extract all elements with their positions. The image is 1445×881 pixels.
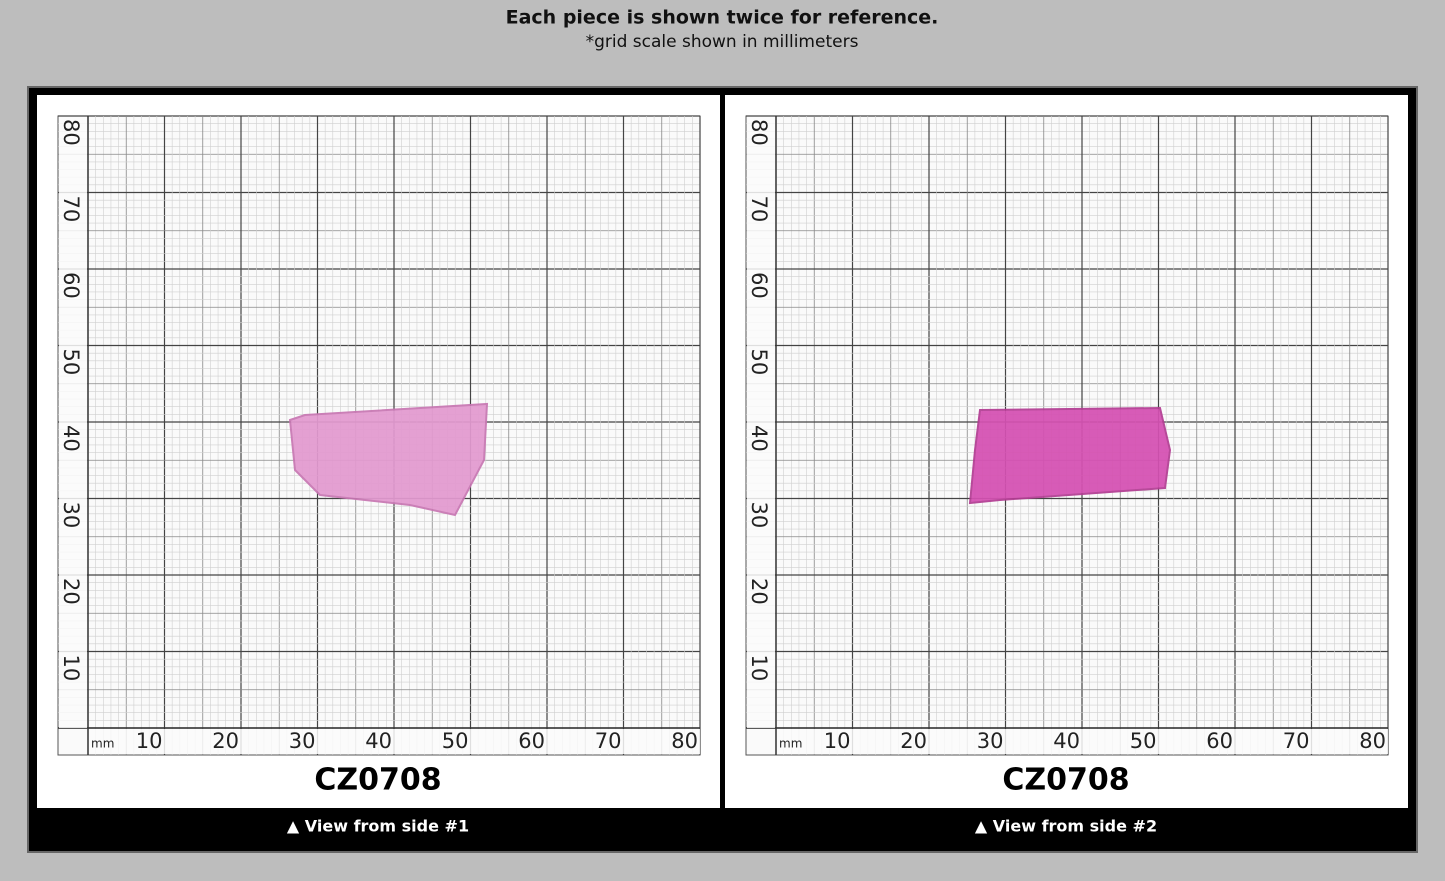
x-label: 30 (289, 729, 316, 753)
product-code: CZ0708 (314, 763, 441, 798)
caption: ▲ View from side #2 (975, 817, 1157, 836)
x-label: 40 (1053, 729, 1080, 753)
x-label: 50 (442, 729, 469, 753)
x-label: 10 (824, 729, 851, 753)
x-label: 80 (1359, 729, 1386, 753)
x-label: 20 (212, 729, 239, 753)
y-label: 20 (747, 578, 771, 605)
x-label: 60 (518, 729, 545, 753)
x-label: 20 (900, 729, 927, 753)
product-code: CZ0708 (1002, 763, 1129, 798)
unit-label: mm (779, 737, 802, 751)
y-label: 50 (747, 349, 771, 376)
y-label: 70 (747, 196, 771, 223)
title: Each piece is shown twice for reference. (506, 7, 939, 29)
label-mask (89, 729, 700, 754)
x-label: 40 (365, 729, 392, 753)
x-label: 70 (595, 729, 622, 753)
y-label: 40 (59, 425, 83, 452)
y-label: 10 (747, 655, 771, 682)
label-mask (747, 117, 775, 728)
gemstone (968, 406, 1172, 505)
y-label: 50 (59, 349, 83, 376)
y-label: 80 (59, 119, 83, 146)
y-label: 20 (59, 578, 83, 605)
y-label: 30 (747, 502, 771, 529)
x-label: 60 (1206, 729, 1233, 753)
x-label: 50 (1130, 729, 1157, 753)
x-label: 30 (977, 729, 1004, 753)
x-label: 80 (671, 729, 698, 753)
x-label: 10 (136, 729, 163, 753)
unit-label: mm (91, 737, 114, 751)
y-label: 70 (59, 196, 83, 223)
y-label: 80 (747, 119, 771, 146)
y-label: 40 (747, 425, 771, 452)
y-label: 60 (747, 272, 771, 299)
y-label: 30 (59, 502, 83, 529)
subtitle: *grid scale shown in millimeters (586, 32, 859, 52)
label-mask (59, 117, 87, 728)
x-label: 70 (1283, 729, 1310, 753)
y-label: 10 (59, 655, 83, 682)
y-label: 60 (59, 272, 83, 299)
caption: ▲ View from side #1 (287, 817, 469, 836)
label-mask (777, 729, 1388, 754)
gemstone (288, 402, 489, 517)
